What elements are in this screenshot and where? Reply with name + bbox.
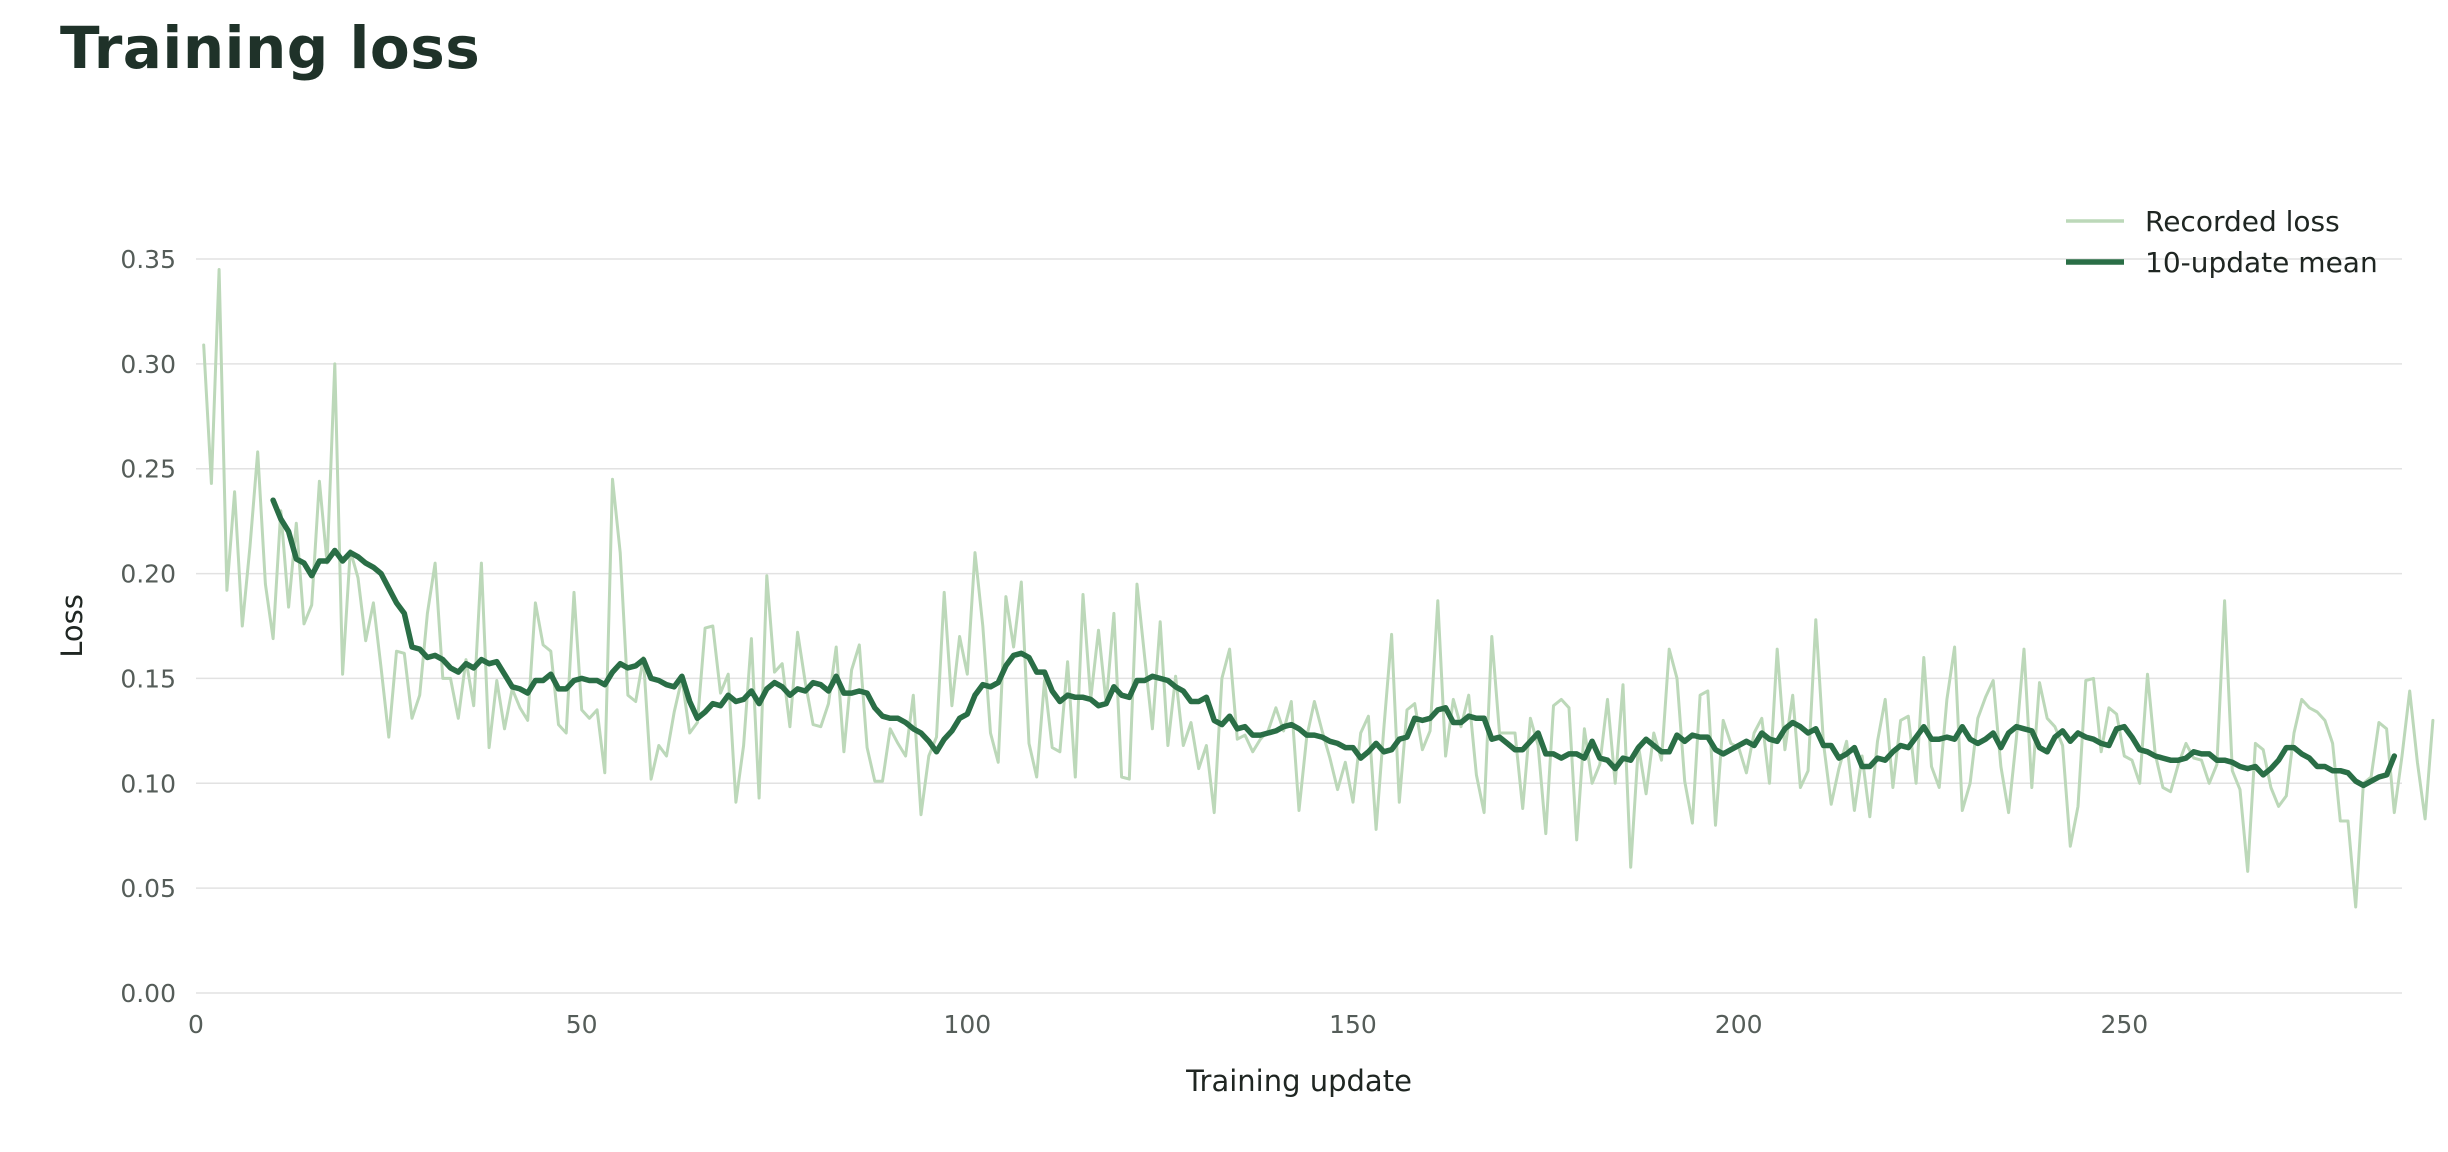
y-tick-label: 0.25: [120, 455, 176, 484]
y-tick-label: 0.15: [120, 664, 176, 693]
legend-label-10-update-mean: 10-update mean: [2145, 246, 2378, 279]
y-tick-label: 0.05: [120, 874, 176, 903]
x-tick-label: 250: [2100, 1010, 2148, 1039]
x-tick-label: 200: [1715, 1010, 1763, 1039]
x-tick-label: 150: [1329, 1010, 1377, 1039]
legend: Recorded loss 10-update mean: [2066, 205, 2378, 279]
y-tick-labels: 0.00 0.05 0.10 0.15 0.20 0.25 0.30 0.35: [120, 245, 176, 1008]
page-title: Training loss: [60, 14, 481, 82]
series-line-recorded-loss: [202, 268, 2435, 909]
y-axis-title: Loss: [55, 594, 89, 658]
y-tick-label: 0.20: [120, 560, 176, 589]
legend-label-recorded-loss: Recorded loss: [2145, 205, 2340, 238]
y-tick-label: 0.30: [120, 350, 176, 379]
series-line-10-update-mean: [270, 497, 2398, 789]
series-lines: [202, 268, 2435, 909]
x-axis-title: Training update: [1185, 1064, 1412, 1098]
x-tick-label: 0: [188, 1010, 204, 1039]
grid-lines: [196, 258, 2402, 994]
x-tick-label: 100: [943, 1010, 991, 1039]
x-tick-labels: 0 50 100 150 200 250: [188, 1010, 2148, 1039]
y-tick-label: 0.10: [120, 769, 176, 798]
y-tick-label: 0.35: [120, 245, 176, 274]
x-tick-label: 50: [566, 1010, 598, 1039]
y-tick-label: 0.00: [120, 979, 176, 1008]
